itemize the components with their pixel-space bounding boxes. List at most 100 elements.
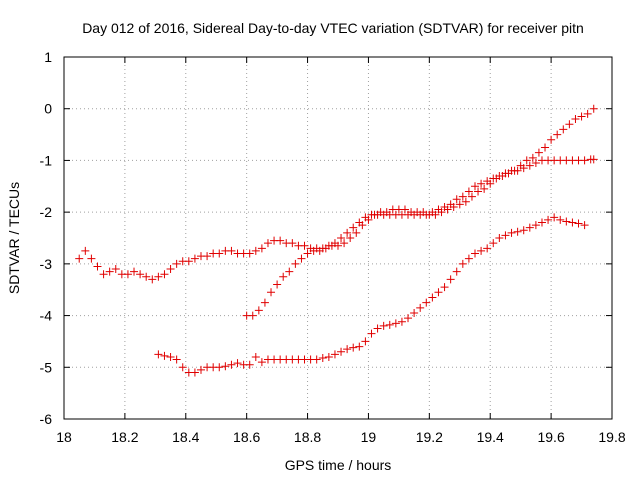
data-point [525,161,534,170]
data-point [288,239,297,248]
x-tick-label: 18 [56,429,72,445]
data-point [160,351,169,360]
data-point [458,259,467,268]
data-point [279,272,288,281]
data-point [562,217,571,226]
data-point [553,130,562,139]
data-point [449,202,458,211]
data-point [571,115,580,124]
data-point [428,293,437,302]
data-point [565,120,574,129]
y-tick-label: -6 [40,411,53,427]
data-point [334,241,342,250]
data-point [501,231,510,240]
data-point [312,355,321,364]
data-point [525,223,534,232]
data-point [589,104,598,113]
grid-lines [64,57,612,419]
chart-title: Day 012 of 2016, Sidereal Day-to-day VTE… [82,20,584,36]
data-point [547,135,556,144]
data-point [315,246,324,255]
data-point [477,246,486,255]
data-point [507,228,516,237]
x-tick-label: 18.8 [294,429,321,445]
data-point [87,254,96,263]
data-point [358,221,367,230]
data-point [410,308,419,317]
data-point [477,179,486,188]
data-point [318,353,327,362]
data-point [440,283,449,292]
data-point [434,288,443,297]
data-point [504,169,513,178]
data-point [419,208,428,217]
data-point [391,319,400,328]
data-point [343,228,352,237]
data-point [245,249,254,258]
data-point [471,182,479,191]
data-point [464,254,473,263]
data-point [203,252,212,261]
y-tick-labels: 1 0 -1 -2 -3 -4 -5 -6 [40,49,53,427]
y-tick-label: -4 [40,308,53,324]
series-track-a [75,155,598,284]
data-point [461,197,470,206]
data-point [379,321,388,330]
data-point [285,267,294,276]
data-point [480,184,489,193]
data-point [343,345,352,354]
data-point [513,227,522,236]
data-point [580,221,589,230]
data-point [464,187,473,196]
x-tick-label: 18.6 [233,429,260,445]
series-track-c [154,213,589,377]
data-point [273,280,282,289]
data-point [422,298,431,307]
data-point [510,166,519,175]
data-point [577,112,586,121]
x-tick-label: 19 [361,429,377,445]
data-point [352,228,361,237]
axis-ticks [63,56,613,420]
data-point [498,171,507,180]
data-point [257,358,266,367]
data-point [528,153,537,162]
data-point [516,161,525,170]
data-point [142,272,151,281]
data-point [324,352,333,361]
plot-frame [63,56,613,420]
data-point [522,156,531,165]
y-axis-label: SDTVAR / TECUs [6,182,22,294]
data-point [321,244,330,253]
data-point [580,156,589,165]
x-tick-label: 19.8 [598,429,625,445]
data-point [337,347,346,356]
data-point [541,143,550,152]
data-point [221,362,230,371]
data-point [492,174,501,183]
data-point [537,218,546,227]
data-points [75,104,598,377]
data-point [437,208,446,217]
x-tick-labels: 18 18.2 18.4 18.6 18.8 19 19.2 19.4 19.6 19.8 [56,429,626,445]
data-point [367,329,376,338]
data-point [397,317,406,326]
data-point [303,249,312,258]
data-point [300,241,309,250]
data-point [583,109,592,118]
data-point [349,223,358,232]
data-point [330,350,339,359]
data-point [446,275,455,284]
data-point [276,236,285,245]
data-point [81,246,90,255]
data-point [248,311,257,320]
data-point [452,195,461,204]
data-point [260,298,269,307]
data-point [160,270,169,279]
series-track-b [242,104,598,320]
x-tick-label: 18.2 [111,429,138,445]
data-point [364,215,373,224]
data-point [178,363,187,372]
data-point [404,314,413,323]
